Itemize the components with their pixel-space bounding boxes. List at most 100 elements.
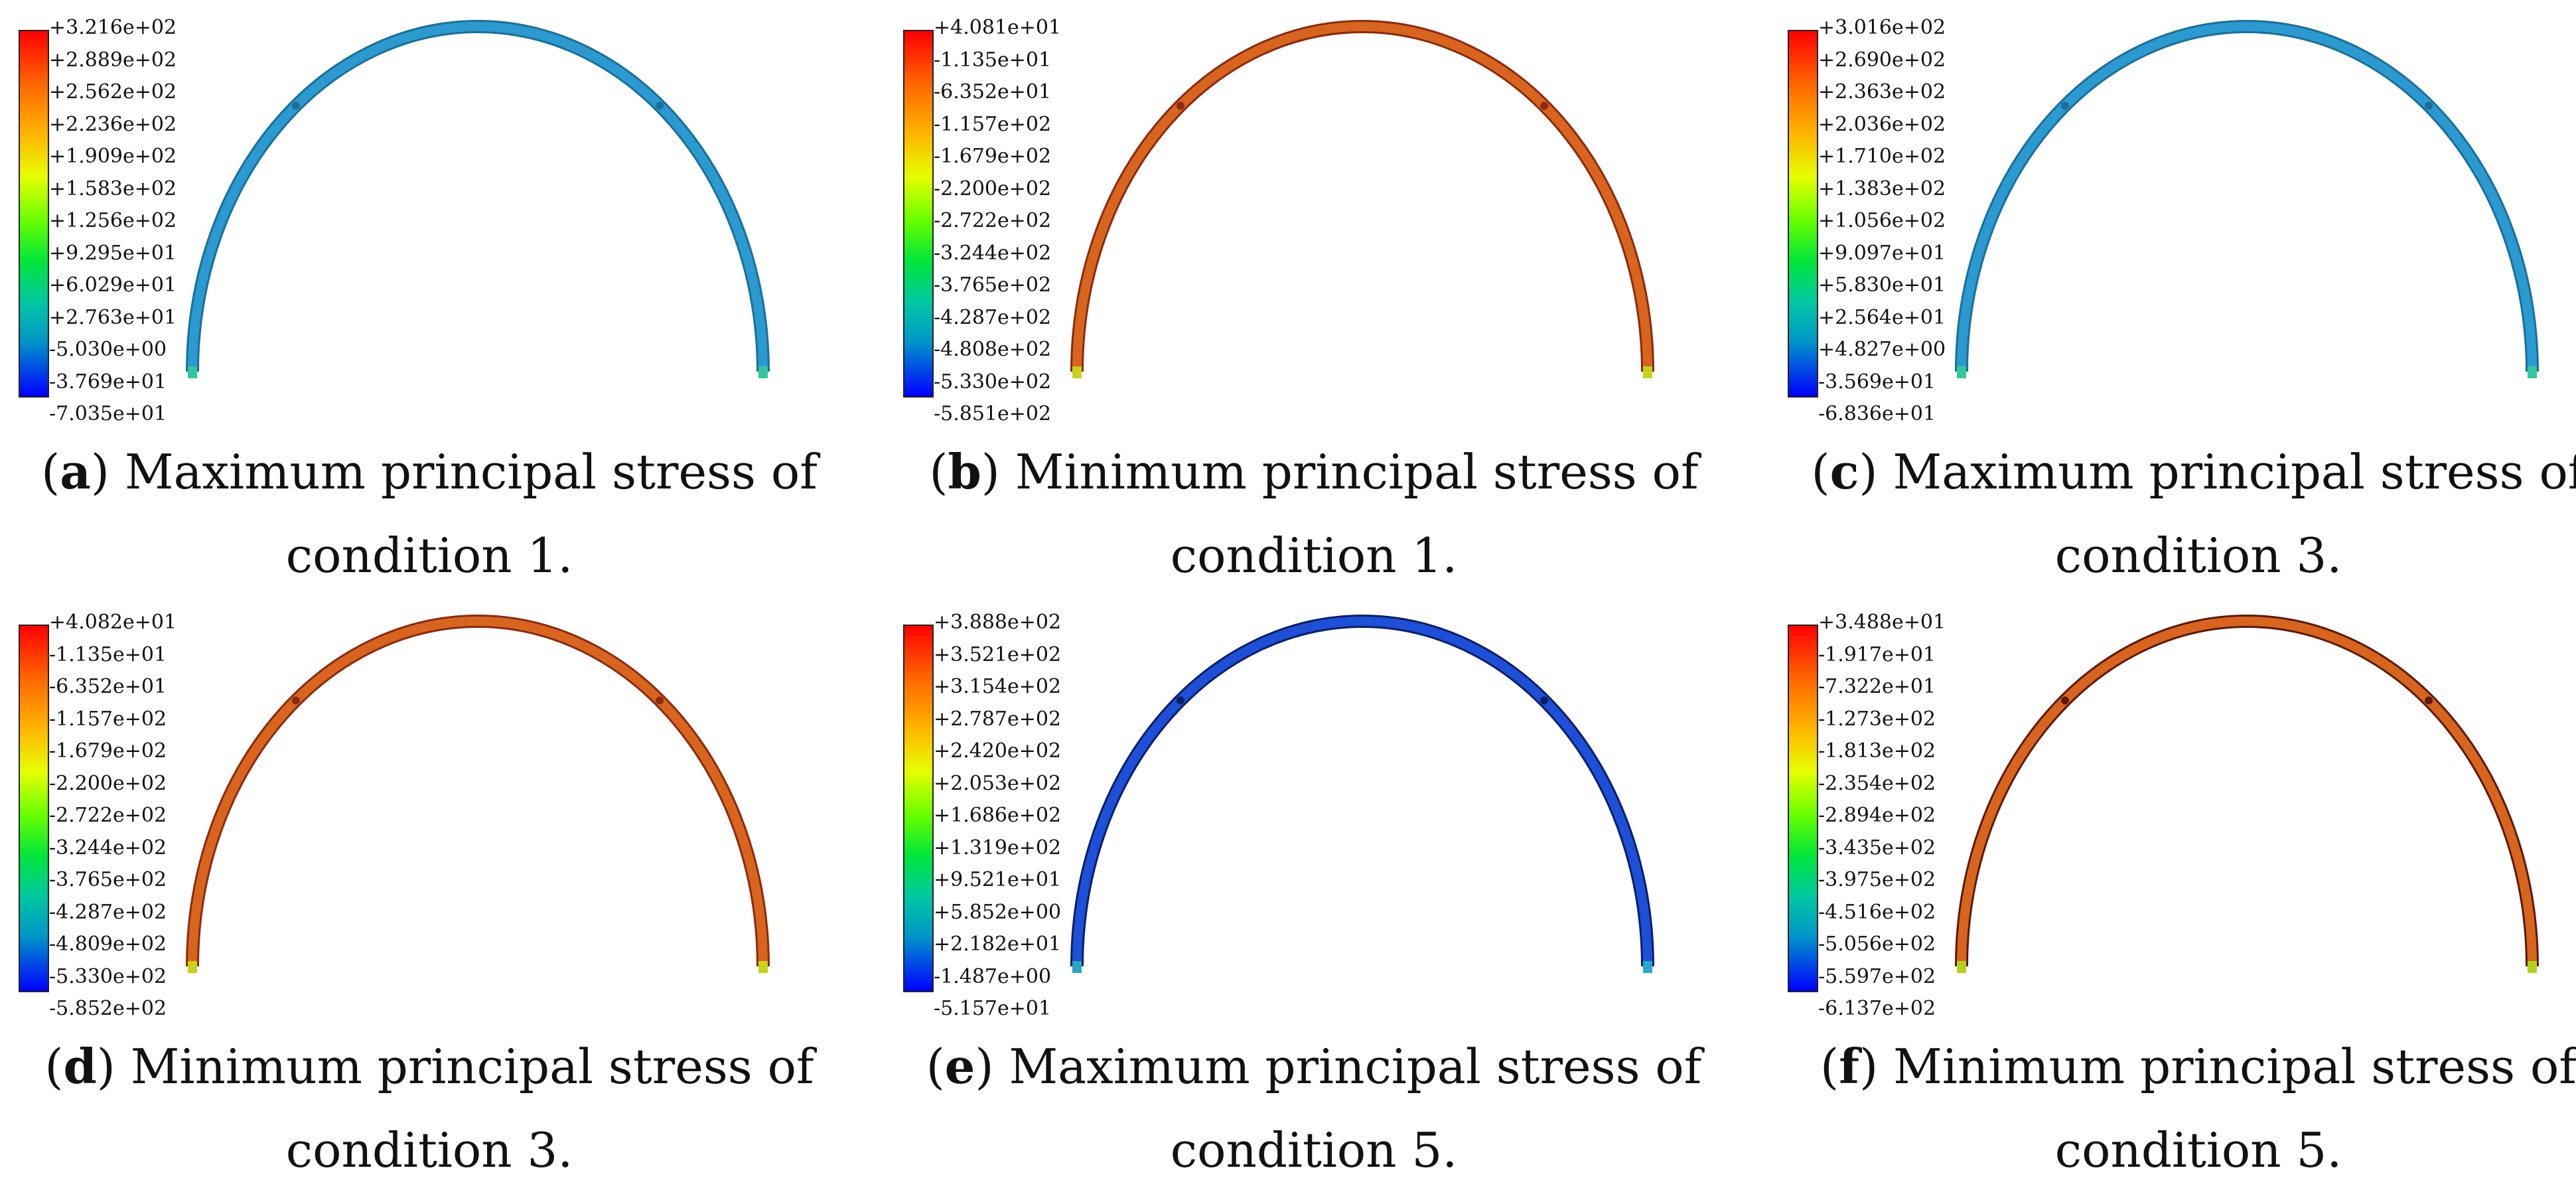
legend-labels: +3.888e+02 +3.521e+02 +3.154e+02 +2.787e+02…	[934, 611, 1080, 1020]
legend-tick-label: +1.909e+02	[49, 145, 177, 168]
legend-labels: +3.488e+01 -1.917e+01 -7.322e+01 -1.273e+02…	[1818, 611, 1964, 1020]
caption-line2: condition 5.	[1170, 1122, 1458, 1178]
legend-tick-label: +2.787e+02	[934, 707, 1062, 731]
caption-line2: condition 1.	[1170, 528, 1458, 583]
caption-letter: e	[944, 1038, 975, 1094]
legend-tick-label: -1.679e+02	[49, 739, 167, 763]
arch-foot	[188, 961, 197, 973]
caption-letter: f	[1839, 1038, 1860, 1094]
caption-line2: condition 3.	[2054, 528, 2342, 583]
arch-body	[1072, 617, 1652, 967]
arch-body	[1957, 22, 2537, 372]
arch-contour	[1070, 20, 1654, 378]
panel-a: +3.216e+02 +2.889e+02 +2.562e+02 +2.236e+02…	[0, 0, 859, 594]
segment-joint	[2425, 102, 2433, 110]
arch-foot	[1957, 961, 1966, 973]
arch-foot	[1643, 961, 1652, 973]
legend-tick-label: +2.562e+02	[49, 80, 177, 104]
legend-tick-label: -4.287e+02	[934, 305, 1052, 329]
legend-tick-label: -3.769e+01	[49, 370, 167, 394]
legend-tick-label: +2.763e+01	[49, 305, 177, 329]
legend-tick-label: -1.135e+01	[49, 642, 167, 666]
legend-tick-label: -2.200e+02	[49, 771, 167, 795]
caption: (a) Maximum principal stress of conditio…	[41, 443, 818, 583]
color-legend-bar	[1788, 625, 1818, 992]
legend-tick-label: +4.082e+01	[49, 611, 177, 634]
segment-joint	[1540, 102, 1549, 110]
legend-tick-label: +3.016e+02	[1818, 16, 1946, 39]
legend-tick-label: -2.722e+02	[934, 209, 1052, 232]
caption: (c) Maximum principal stress of conditio…	[1796, 430, 2576, 597]
arch-foot	[1072, 961, 1082, 973]
legend-tick-label: -1.157e+02	[49, 707, 167, 731]
legend-tick-label: -3.765e+02	[934, 273, 1052, 297]
legend-tick-label: -5.851e+02	[934, 402, 1052, 425]
arch-foot	[2528, 961, 2537, 973]
legend-tick-label: +2.363e+02	[1818, 80, 1946, 104]
caption-line2: condition 3.	[285, 1122, 573, 1178]
legend-tick-label: -6.836e+01	[1818, 402, 1936, 425]
segment-joint	[2425, 696, 2433, 705]
caption: (b) Minimum principal stress of conditio…	[929, 443, 1699, 583]
legend-tick-label: +4.081e+01	[934, 16, 1062, 39]
color-legend-bar	[903, 30, 934, 398]
legend-labels: +4.082e+01 -1.135e+01 -6.352e+01 -1.157e+02…	[49, 611, 195, 1020]
legend-labels: +3.216e+02 +2.889e+02 +2.562e+02 +2.236e+02…	[49, 16, 195, 425]
color-legend-bar	[903, 625, 934, 992]
arch-outline	[1955, 615, 2539, 967]
legend-tick-label: -7.035e+01	[49, 402, 167, 425]
legend-tick-label: +3.488e+01	[1818, 611, 1946, 634]
arch-foot	[758, 961, 768, 973]
caption-letter: c	[1829, 443, 1859, 500]
legend-tick-label: -3.765e+02	[49, 868, 167, 891]
arch-foot	[1957, 366, 1966, 378]
legend-tick-label: -3.975e+02	[1818, 868, 1936, 891]
arch-contour	[1955, 20, 2539, 378]
caption-line1: Minimum principal stress of	[1893, 1039, 2576, 1094]
arch-body	[1072, 22, 1652, 372]
legend-tick-label: +9.097e+01	[1818, 241, 1946, 265]
legend-tick-label: +2.182e+01	[934, 932, 1062, 956]
legend-tick-label: -1.487e+00	[934, 964, 1052, 988]
legend-tick-label: +1.583e+02	[49, 177, 177, 200]
panel-c: +3.016e+02 +2.690e+02 +2.363e+02 +2.036e+02…	[1769, 0, 2576, 594]
caption-line1: Maximum principal stress of	[124, 444, 818, 500]
caption-line2: condition 1.	[285, 528, 573, 583]
legend-tick-label: -4.808e+02	[934, 338, 1052, 361]
panel-d: +4.082e+01 -1.135e+01 -6.352e+01 -1.157e+02…	[0, 595, 859, 1189]
legend-tick-label: +2.053e+02	[934, 771, 1062, 795]
segment-joint	[291, 696, 300, 705]
arch-foot	[188, 366, 197, 378]
segment-joint	[2060, 102, 2069, 110]
legend-tick-label: -1.273e+02	[1818, 707, 1936, 731]
legend-labels: +3.016e+02 +2.690e+02 +2.363e+02 +2.036e+02…	[1818, 16, 1964, 425]
legend-tick-label: -2.200e+02	[934, 177, 1052, 200]
legend-labels: +4.081e+01 -1.135e+01 -6.352e+01 -1.157e+02…	[934, 16, 1080, 425]
caption: (f) Minimum principal stress of conditio…	[1820, 1038, 2576, 1178]
caption-line1: Minimum principal stress of	[130, 1039, 814, 1094]
legend-tick-label: -1.813e+02	[1818, 739, 1936, 763]
legend-tick-label: +1.710e+02	[1818, 145, 1946, 168]
legend-tick-label: +9.521e+01	[934, 868, 1062, 891]
segment-joint	[291, 102, 300, 110]
caption: (e) Maximum principal stress of conditio…	[926, 1038, 1702, 1178]
caption-letter: d	[63, 1038, 97, 1094]
legend-tick-label: +2.564e+01	[1818, 305, 1946, 329]
arch-outline	[1070, 615, 1654, 967]
legend-tick-label: +1.686e+02	[934, 804, 1062, 827]
legend-tick-label: -1.157e+02	[934, 112, 1052, 136]
legend-tick-label: +1.383e+02	[1818, 177, 1946, 200]
legend-tick-label: +5.830e+01	[1818, 273, 1946, 297]
legend-tick-label: -5.157e+01	[934, 997, 1052, 1020]
legend-tick-label: +6.029e+01	[49, 273, 177, 297]
legend-tick-label: -6.137e+02	[1818, 997, 1936, 1020]
legend-tick-label: +3.216e+02	[49, 16, 177, 39]
arch-foot	[1072, 366, 1082, 378]
legend-tick-label: -7.322e+01	[1818, 675, 1936, 698]
caption-line1: Minimum principal stress of	[1015, 444, 1699, 500]
caption-line1: Maximum principal stress of	[1893, 444, 2576, 500]
arch-contour	[1955, 615, 2539, 973]
legend-tick-label: -3.435e+02	[1818, 836, 1936, 859]
legend-tick-label: +2.690e+02	[1818, 48, 1946, 72]
arch-outline	[186, 615, 770, 967]
